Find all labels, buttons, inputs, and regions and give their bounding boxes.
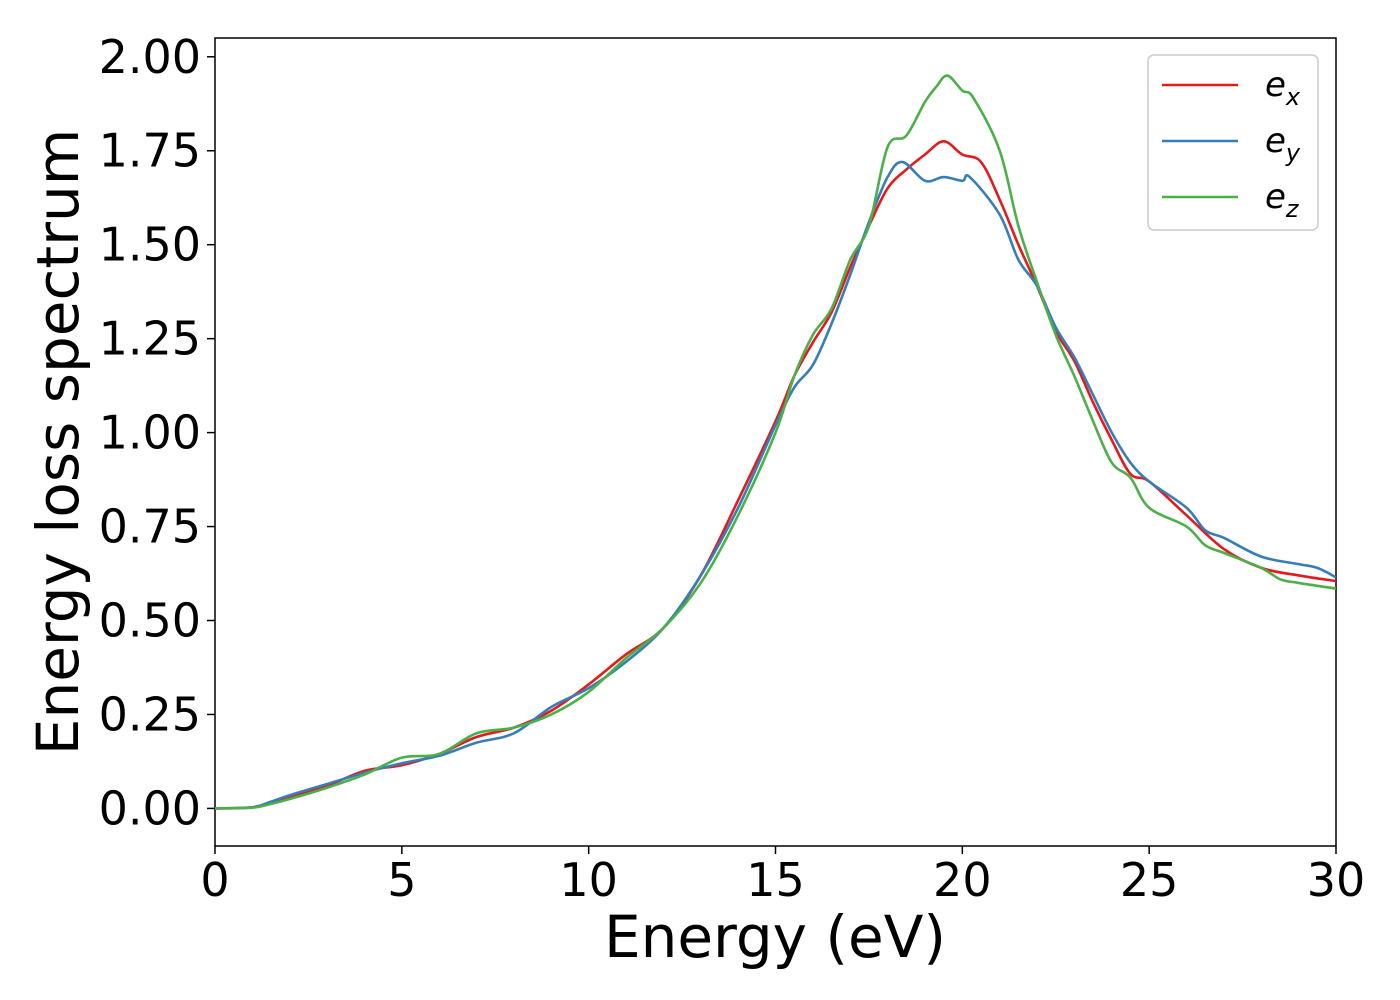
x-axis-ticks: 0 5 10 15 20 25 30 [200, 846, 1365, 907]
y-axis-title: Energy loss spectrum [24, 129, 92, 755]
x-axis-title: Energy (eV) [604, 903, 946, 971]
y-tick-label: 0.75 [99, 500, 201, 554]
x-tick-label: 15 [746, 853, 805, 907]
x-tick-label: 20 [933, 853, 992, 907]
y-tick-label: 0.25 [99, 687, 201, 741]
x-tick-label: 5 [387, 853, 416, 907]
y-tick-label: 2.00 [99, 30, 201, 84]
y-tick-label: 1.75 [99, 124, 201, 178]
series-line-x [215, 140, 1336, 810]
y-axis-ticks: 0.00 0.25 0.50 0.75 1.00 1.25 1.50 1.75 2.00 [99, 30, 215, 835]
y-tick-label: 1.50 [99, 218, 201, 272]
x-tick-label: 30 [1307, 853, 1366, 907]
legend: ex ey ez [1147, 54, 1319, 231]
x-tick-label: 10 [559, 853, 618, 907]
series-line-y [215, 160, 1336, 810]
x-tick-label: 0 [200, 853, 229, 907]
legend-frame [1147, 54, 1319, 231]
y-tick-label: 1.00 [99, 406, 201, 460]
x-tick-label: 25 [1120, 853, 1179, 907]
y-tick-label: 0.50 [99, 594, 201, 648]
y-tick-label: 1.25 [99, 312, 201, 366]
series-line-z [215, 74, 1336, 810]
legend-label-x: ex [1265, 65, 1301, 111]
legend-label-y: ey [1265, 121, 1301, 167]
legend-label-z: ez [1265, 177, 1300, 223]
series-layer [215, 74, 1336, 810]
y-tick-label: 0.00 [99, 781, 201, 835]
